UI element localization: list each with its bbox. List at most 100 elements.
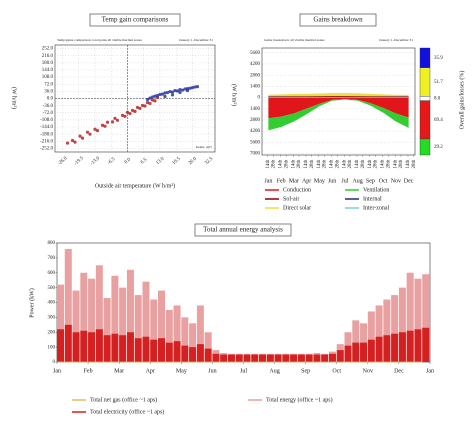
x-tick-label: -19.5 <box>74 156 86 167</box>
bar <box>126 269 134 362</box>
y-tick-label: 5600 <box>250 140 261 145</box>
y-tick-label: 7000 <box>250 152 261 157</box>
point <box>150 95 155 99</box>
y-tick-label: 5600 <box>250 51 261 56</box>
point <box>148 101 152 106</box>
point <box>148 96 152 100</box>
point <box>143 104 147 108</box>
bar <box>126 332 134 362</box>
x-tick-label: Jul <box>240 368 247 374</box>
point <box>173 88 177 93</box>
bar <box>57 284 64 362</box>
legend-label: Inter-zonal <box>363 205 390 211</box>
bar-value-label: 69.4 <box>434 118 443 123</box>
point <box>145 97 150 102</box>
legend-label: Sol-air <box>283 196 299 202</box>
x-tick-label: 28th <box>386 159 391 168</box>
point <box>100 123 105 127</box>
bar <box>111 275 119 362</box>
point <box>123 114 127 118</box>
x-tick-label: 28th <box>323 159 328 168</box>
x-tick-label: Sep <box>301 368 310 374</box>
point <box>120 113 125 117</box>
period: January 1–December 31 <box>379 38 413 42</box>
x-tick-label: Jan <box>426 368 434 374</box>
bar <box>321 354 329 362</box>
bar <box>212 353 220 362</box>
bar <box>142 336 150 362</box>
bar <box>103 298 111 362</box>
month-label: May <box>314 178 325 184</box>
point <box>178 87 182 92</box>
bar <box>134 295 142 362</box>
month-label: Dec <box>404 178 414 184</box>
bar <box>406 272 414 362</box>
bar-segment <box>419 47 431 68</box>
x-tick-label: Oct <box>332 368 341 374</box>
point <box>168 89 172 94</box>
point <box>185 88 190 93</box>
point <box>80 136 85 140</box>
month-label: Oct <box>379 178 388 184</box>
point <box>190 86 195 90</box>
point <box>153 94 157 98</box>
legend-label: Ventilation <box>363 187 389 193</box>
period: January 1–December 31 <box>179 38 213 42</box>
x-tick-label: 28th <box>297 159 302 168</box>
point <box>158 92 162 97</box>
point <box>88 132 92 136</box>
point <box>175 89 180 93</box>
bar <box>352 342 360 362</box>
legend-label: Total net gas (office ~1 aps) <box>90 396 157 403</box>
bar <box>103 335 111 362</box>
bar-segment <box>419 96 431 101</box>
area <box>268 93 409 97</box>
point <box>188 86 192 90</box>
point <box>130 108 135 112</box>
bar <box>181 317 189 362</box>
x-tick-label: Apr <box>146 368 155 374</box>
point <box>160 92 165 96</box>
point <box>125 110 130 114</box>
bar <box>88 278 96 362</box>
legend-label: Total energy (office ~1 aps) <box>266 396 333 403</box>
point <box>103 124 107 128</box>
bar <box>119 335 127 362</box>
x-tick-label: 28th <box>361 159 366 168</box>
month-label: Feb <box>277 178 286 184</box>
x-tick-label: Mar <box>114 368 124 374</box>
y-tick-label: 1400 <box>250 84 261 89</box>
bar <box>328 353 336 362</box>
y-tick-label: 200 <box>48 330 56 335</box>
subtitle: Temp/gains comparison: total gains all v… <box>57 38 142 42</box>
bar-segment <box>419 67 431 97</box>
x-tick-label: Dec <box>394 368 404 374</box>
bar <box>189 323 197 362</box>
bar-axis-label: Overall gains/losses (%) <box>458 71 465 130</box>
chart-title: Gains breakdown <box>313 16 363 24</box>
bar-segment <box>419 138 431 156</box>
y-tick-label: 2800 <box>250 118 261 123</box>
x-tick-label: Nov <box>363 368 373 374</box>
point <box>73 140 77 144</box>
point <box>65 141 70 145</box>
point <box>170 90 175 94</box>
x-tick-label: 28th <box>310 159 315 168</box>
y-tick-label: 4200 <box>250 62 261 67</box>
x-tick-label: 14th <box>381 159 386 168</box>
x-tick-label: 13.0 <box>155 156 165 166</box>
x-axis-label: Outside air temperature (W h/m²) <box>95 182 175 189</box>
bar <box>88 332 96 362</box>
x-tick-label: 28th <box>272 159 277 168</box>
y-tick-label: 0.0 <box>47 97 54 102</box>
bar <box>251 354 259 362</box>
point <box>153 99 157 103</box>
point <box>85 130 90 134</box>
x-tick-label: 14th <box>304 159 309 168</box>
y-tick-label: 216.0 <box>42 54 54 59</box>
point <box>170 93 175 97</box>
x-tick-label: Jun <box>208 368 216 374</box>
point <box>178 90 182 95</box>
x-tick-label: 14th <box>355 159 360 168</box>
month-label: Sep <box>366 178 375 184</box>
